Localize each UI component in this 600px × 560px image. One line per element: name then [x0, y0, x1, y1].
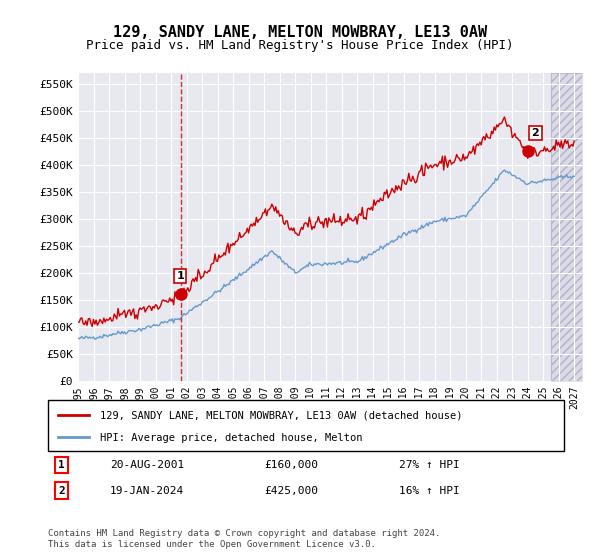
- Text: 27% ↑ HPI: 27% ↑ HPI: [399, 460, 460, 470]
- Text: 16% ↑ HPI: 16% ↑ HPI: [399, 486, 460, 496]
- Text: 1: 1: [58, 460, 65, 470]
- Text: HPI: Average price, detached house, Melton: HPI: Average price, detached house, Melt…: [100, 433, 362, 443]
- Text: 129, SANDY LANE, MELTON MOWBRAY, LE13 0AW (detached house): 129, SANDY LANE, MELTON MOWBRAY, LE13 0A…: [100, 410, 462, 421]
- Text: Contains HM Land Registry data © Crown copyright and database right 2024.
This d: Contains HM Land Registry data © Crown c…: [48, 529, 440, 549]
- Text: £160,000: £160,000: [265, 460, 319, 470]
- Text: Price paid vs. HM Land Registry's House Price Index (HPI): Price paid vs. HM Land Registry's House …: [86, 39, 514, 52]
- Text: 129, SANDY LANE, MELTON MOWBRAY, LE13 0AW: 129, SANDY LANE, MELTON MOWBRAY, LE13 0A…: [113, 25, 487, 40]
- Text: 2: 2: [58, 486, 65, 496]
- Text: 1: 1: [176, 271, 184, 281]
- Text: 20-AUG-2001: 20-AUG-2001: [110, 460, 184, 470]
- FancyBboxPatch shape: [48, 400, 564, 451]
- Text: £425,000: £425,000: [265, 486, 319, 496]
- Text: 19-JAN-2024: 19-JAN-2024: [110, 486, 184, 496]
- Text: 2: 2: [532, 128, 539, 138]
